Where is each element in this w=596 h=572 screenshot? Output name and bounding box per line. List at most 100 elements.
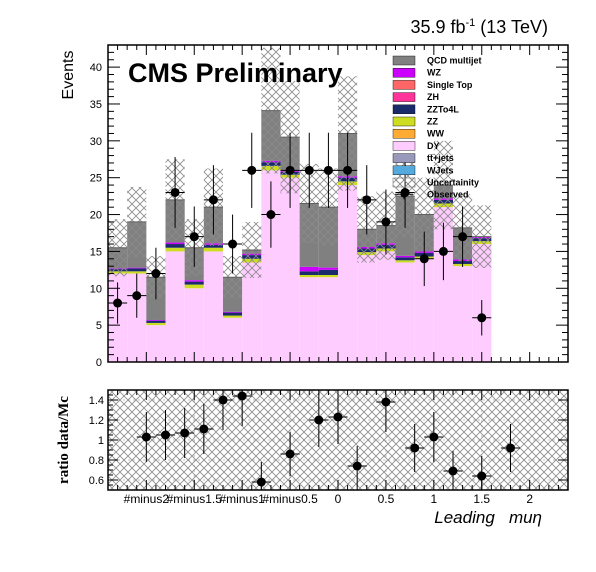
legend-swatch-uncertainity bbox=[392, 177, 416, 188]
x-tick-label: 2 bbox=[526, 492, 533, 506]
ratio-y-tick-label: 1.4 bbox=[89, 395, 104, 407]
observed-point bbox=[285, 165, 295, 175]
ratio-point bbox=[314, 415, 324, 425]
stack-bar-dy bbox=[376, 251, 396, 362]
ratio-point bbox=[333, 412, 343, 422]
ratio-y-tick-label: 1.2 bbox=[89, 415, 104, 427]
observed-point bbox=[132, 291, 142, 301]
legend-label-uncertainity: Uncertainity bbox=[427, 178, 479, 188]
legend-label-qcd-multijet: QCD multijet bbox=[427, 56, 482, 66]
stack-bar-zzto4l bbox=[318, 269, 338, 276]
y-tick-label: 20 bbox=[90, 210, 102, 222]
y-tick-label: 10 bbox=[90, 283, 102, 295]
legend-label-single-top: Single Top bbox=[427, 80, 473, 90]
stack-bar-zzto4l bbox=[146, 320, 166, 323]
legend-label-observed: Observed bbox=[427, 190, 469, 200]
ratio-point bbox=[199, 424, 209, 434]
stack-bar-zz bbox=[299, 275, 319, 278]
y-tick-label: 35 bbox=[90, 99, 102, 111]
stack-bar-dy bbox=[242, 262, 262, 362]
x-tick-label: #minus0.5 bbox=[262, 492, 318, 506]
stack-bar-wz bbox=[127, 267, 147, 269]
stack-bar-dy bbox=[357, 255, 377, 362]
stack-bar-dy bbox=[395, 262, 415, 362]
x-tick-label: #minus1 bbox=[219, 492, 265, 506]
stack-bar-dy bbox=[338, 185, 358, 362]
cms-watermark: CMS Preliminary bbox=[128, 58, 343, 88]
ratio-point bbox=[180, 428, 190, 438]
legend-label-tt-jets: tt̅+jets bbox=[427, 153, 454, 163]
stack-bar-zzto4l bbox=[223, 312, 243, 316]
stack-bar-zzto4l bbox=[127, 268, 147, 272]
ratio-y-label: ratio data/Mc bbox=[56, 396, 72, 484]
stack-bar-dy bbox=[146, 325, 166, 362]
stack-bar-zzto4l bbox=[299, 271, 319, 276]
legend-label-ww: WW bbox=[427, 129, 444, 139]
x-tick-label: 0 bbox=[335, 492, 342, 506]
legend-swatch-qcd-multijet bbox=[392, 55, 416, 66]
stack-bar-dy bbox=[414, 258, 434, 362]
legend: QCD multijet WZ Single Top ZH ZZTo4L ZZ WW DY tt… bbox=[392, 55, 482, 200]
y-tick-label: 0 bbox=[96, 357, 102, 369]
legend-label-zh: ZH bbox=[427, 92, 439, 102]
legend-swatch-zzto4l bbox=[392, 104, 416, 115]
observed-point bbox=[228, 239, 238, 249]
ratio-point bbox=[256, 477, 266, 487]
ratio-point bbox=[410, 443, 420, 453]
legend-swatch-wz bbox=[392, 67, 416, 78]
observed-point bbox=[458, 232, 468, 242]
stack-bar-zz bbox=[146, 322, 166, 326]
legend-label-dy: DY bbox=[427, 141, 440, 151]
stack-bar-zz bbox=[318, 275, 338, 278]
observed-point bbox=[323, 165, 333, 175]
stack-bar-dy bbox=[318, 277, 338, 362]
ratio-panel: 0.6 0.8 1 1.2 1.4 #minus2#minus1.5#minus1#mi… bbox=[56, 389, 569, 527]
x-tick-label: #minus2 bbox=[124, 492, 170, 506]
stack-bar-zz bbox=[184, 284, 204, 289]
stack-bar-dy bbox=[299, 277, 319, 362]
ratio-points bbox=[136, 390, 521, 490]
legend-swatch-single-top bbox=[392, 80, 416, 90]
ratio-point bbox=[381, 397, 391, 407]
observed-points bbox=[108, 132, 492, 336]
stack-bar-zz bbox=[127, 271, 147, 274]
y-tick-label: 40 bbox=[90, 62, 102, 74]
stack-bar-wz bbox=[165, 242, 185, 245]
x-tick-label: 0.5 bbox=[378, 492, 395, 506]
stack-bar-dy bbox=[203, 251, 223, 362]
observed-point bbox=[438, 246, 448, 256]
y-tick-label: 25 bbox=[90, 173, 102, 185]
stack-bar-dy bbox=[433, 207, 453, 362]
stack-bar-wz bbox=[299, 266, 319, 272]
x-tick-label: 1 bbox=[430, 492, 437, 506]
legend-swatch-zh bbox=[392, 92, 416, 102]
legend-label-wz: WZ bbox=[427, 68, 441, 78]
stack-bar-dy bbox=[453, 266, 473, 362]
x-axis-label: Leading muη bbox=[434, 508, 542, 527]
stack-bar-zzto4l bbox=[165, 244, 185, 248]
ratio-point bbox=[448, 466, 458, 476]
ratio-point bbox=[352, 461, 362, 471]
ratio-y-tick-label: 0.6 bbox=[89, 475, 104, 487]
stack-bar-zz bbox=[395, 260, 415, 263]
observed-point bbox=[343, 165, 353, 175]
legend-swatch-ww bbox=[392, 128, 416, 139]
observed-point bbox=[362, 195, 372, 205]
stack-bar-zz bbox=[223, 315, 243, 318]
ratio-y-tick-label: 0.8 bbox=[89, 455, 104, 467]
observed-point bbox=[419, 254, 429, 264]
stack-bar-wz bbox=[318, 267, 338, 270]
legend-swatch-tt-jets bbox=[392, 153, 416, 163]
ratio-point bbox=[218, 395, 228, 405]
stack-bar-dy bbox=[184, 288, 204, 362]
ratio-point bbox=[161, 430, 170, 440]
stack-bar-zz bbox=[203, 247, 223, 252]
stack-bar-zzto4l bbox=[203, 244, 223, 248]
ratio-y-axis: 0.6 0.8 1 1.2 1.4 bbox=[89, 394, 568, 487]
observed-point bbox=[113, 298, 123, 308]
main-x-ticks bbox=[107, 45, 569, 362]
observed-point bbox=[304, 165, 314, 175]
observed-point bbox=[266, 210, 276, 220]
observed-point bbox=[247, 165, 257, 175]
